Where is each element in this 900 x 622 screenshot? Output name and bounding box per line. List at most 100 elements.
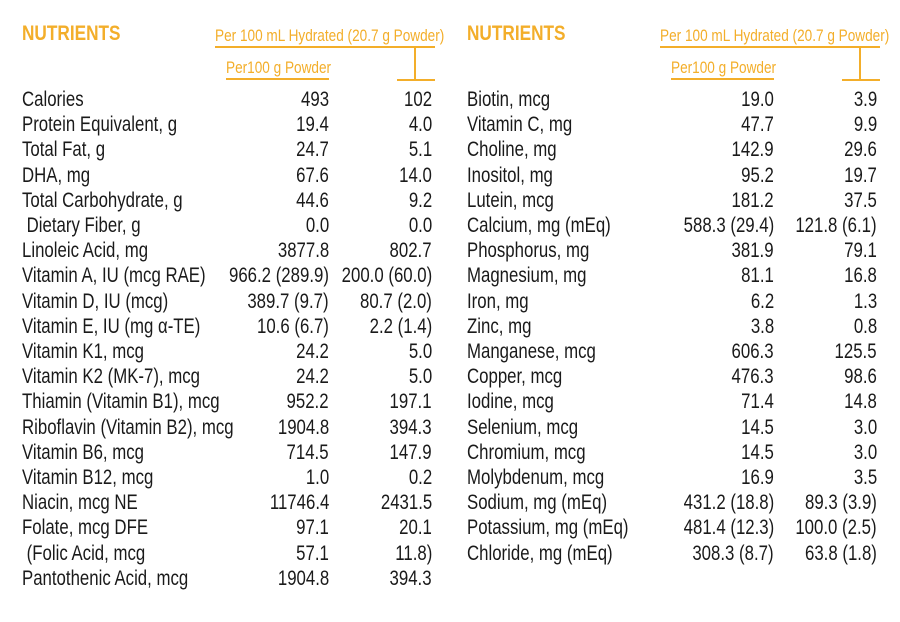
nutrient-name: Molybdenum, mcg bbox=[467, 466, 605, 489]
value-per-100g-powder: 19.0 bbox=[741, 88, 774, 111]
table-row: Molybdenum, mcg 16.9 3.5 bbox=[467, 465, 900, 490]
nutrient-name: Linoleic Acid, mg bbox=[22, 239, 149, 263]
value-per-100g-powder: 95.2 bbox=[741, 163, 774, 187]
value-per-100g-powder: 389.7 (9.7) bbox=[247, 289, 329, 313]
table-row: Vitamin D, IU (mcg) 389.7 (9.7) 80.7 (2.0) bbox=[22, 289, 462, 314]
table-row: Thiamin (Vitamin B1), mcg 952.2 197.1 bbox=[22, 389, 462, 414]
nutrient-name: Magnesium, mg bbox=[467, 264, 587, 288]
value-per-100ml-hydrated: 80.7 (2.0) bbox=[360, 289, 432, 313]
nutrient-name: Selenium, mcg bbox=[467, 415, 579, 439]
value-per-100ml-hydrated: 802.7 bbox=[389, 239, 432, 263]
value-per-100ml-hydrated: 0.2 bbox=[408, 466, 432, 489]
value-per-100ml-hydrated: 16.8 bbox=[844, 264, 877, 288]
column-header-hydrated: Per 100 mL Hydrated (20.7 g Powder) bbox=[660, 26, 889, 48]
value-per-100ml-hydrated: 14.0 bbox=[399, 163, 432, 187]
nutrient-name: Vitamin D, IU (mcg) bbox=[22, 289, 169, 313]
value-per-100g-powder: 381.9 bbox=[731, 239, 774, 263]
value-per-100g-powder: 71.4 bbox=[741, 390, 774, 414]
table-row: Linoleic Acid, mg 3877.8 802.7 bbox=[22, 238, 462, 263]
nutrient-name: Vitamin B12, mcg bbox=[22, 466, 154, 489]
value-per-100ml-hydrated: 3.5 bbox=[853, 466, 877, 489]
table-row: Lutein, mcg 181.2 37.5 bbox=[467, 188, 900, 213]
nutrient-name: Chloride, mg (mEq) bbox=[467, 541, 613, 565]
value-per-100ml-hydrated: 29.6 bbox=[844, 138, 877, 162]
table-title: NUTRIENTS bbox=[467, 22, 566, 45]
table-row: Calories 493 102 bbox=[22, 87, 462, 112]
nutrient-name: (Folic Acid, mcg bbox=[22, 541, 146, 565]
column-header-hydrated-text: Per 100 mL Hydrated (20.7 g Powder) bbox=[215, 26, 445, 45]
bracket-vertical bbox=[859, 48, 861, 80]
nutrients-table-right: NUTRIENTS Per 100 mL Hydrated (20.7 g Pow… bbox=[467, 0, 900, 622]
value-per-100ml-hydrated: 147.9 bbox=[389, 440, 432, 464]
nutrient-name: Niacin, mcg NE bbox=[22, 491, 138, 515]
table-row: Pantothenic Acid, mcg 1904.8 394.3 bbox=[22, 566, 462, 591]
value-per-100ml-hydrated: 89.3 (3.9) bbox=[805, 491, 877, 515]
bracket-horizontal bbox=[397, 79, 435, 81]
table-row: Copper, mcg 476.3 98.6 bbox=[467, 364, 900, 389]
value-per-100g-powder: 47.7 bbox=[741, 113, 774, 137]
nutrient-name: Copper, mcg bbox=[467, 365, 563, 389]
nutrient-name: Total Fat, g bbox=[22, 138, 106, 162]
column-header-powder: Per100 g Powder bbox=[226, 58, 331, 80]
value-per-100ml-hydrated: 3.0 bbox=[853, 440, 877, 464]
nutrient-name: Calories bbox=[22, 88, 84, 111]
value-per-100g-powder: 714.5 bbox=[286, 440, 329, 464]
nutrient-name: Choline, mg bbox=[467, 138, 557, 162]
nutrient-name: Phosphorus, mg bbox=[467, 239, 590, 263]
table-row: Zinc, mg 3.8 0.8 bbox=[467, 314, 900, 339]
value-per-100ml-hydrated: 200.0 (60.0) bbox=[341, 264, 432, 288]
table-row: Vitamin B12, mcg 1.0 0.2 bbox=[22, 465, 462, 490]
table-row: Iodine, mcg 71.4 14.8 bbox=[467, 389, 900, 414]
value-per-100ml-hydrated: 2.2 (1.4) bbox=[369, 314, 432, 338]
table-row: Dietary Fiber, g 0.0 0.0 bbox=[22, 213, 462, 238]
table-row: Protein Equivalent, g 19.4 4.0 bbox=[22, 112, 462, 137]
column-header-hydrated-text: Per 100 mL Hydrated (20.7 g Powder) bbox=[660, 26, 890, 45]
value-per-100ml-hydrated: 100.0 (2.5) bbox=[795, 516, 877, 540]
table-row: Niacin, mcg NE 11746.4 2431.5 bbox=[22, 490, 462, 515]
value-per-100ml-hydrated: 4.0 bbox=[408, 113, 432, 137]
value-per-100g-powder: 67.6 bbox=[296, 163, 329, 187]
value-per-100g-powder: 476.3 bbox=[731, 365, 774, 389]
value-per-100ml-hydrated: 19.7 bbox=[844, 163, 877, 187]
value-per-100ml-hydrated: 5.0 bbox=[408, 340, 432, 363]
value-per-100ml-hydrated: 102 bbox=[403, 88, 432, 111]
nutrient-name: Iron, mg bbox=[467, 289, 529, 313]
nutrient-name: Total Carbohydrate, g bbox=[22, 188, 183, 212]
value-per-100g-powder: 16.9 bbox=[741, 466, 774, 489]
value-per-100g-powder: 142.9 bbox=[731, 138, 774, 162]
column-header-powder-text: Per100 g Powder bbox=[671, 58, 777, 77]
table-row: (Folic Acid, mcg 57.1 11.8) bbox=[22, 541, 462, 566]
table-row: Chloride, mg (mEq) 308.3 (8.7) 63.8 (1.8) bbox=[467, 541, 900, 566]
value-per-100ml-hydrated: 121.8 (6.1) bbox=[795, 214, 877, 237]
nutrients-table-left: NUTRIENTS Per 100 mL Hydrated (20.7 g Pow… bbox=[22, 0, 462, 622]
table-row: Riboflavin (Vitamin B2), mcg 1904.8 394.3 bbox=[22, 415, 462, 440]
table-row: Manganese, mcg 606.3 125.5 bbox=[467, 339, 900, 364]
table-row: Vitamin C, mg 47.7 9.9 bbox=[467, 112, 900, 137]
table-row: Chromium, mcg 14.5 3.0 bbox=[467, 440, 900, 465]
value-per-100ml-hydrated: 125.5 bbox=[834, 340, 877, 363]
value-per-100ml-hydrated: 1.3 bbox=[853, 289, 877, 313]
value-per-100ml-hydrated: 197.1 bbox=[389, 390, 432, 414]
table-row: Biotin, mcg 19.0 3.9 bbox=[467, 87, 900, 112]
value-per-100ml-hydrated: 20.1 bbox=[399, 516, 432, 540]
value-per-100ml-hydrated: 0.0 bbox=[408, 214, 432, 237]
nutrient-name: DHA, mg bbox=[22, 163, 91, 187]
value-per-100ml-hydrated: 0.8 bbox=[853, 314, 877, 338]
column-header-hydrated: Per 100 mL Hydrated (20.7 g Powder) bbox=[215, 26, 444, 48]
table-title: NUTRIENTS bbox=[22, 22, 121, 45]
value-per-100ml-hydrated: 11.8) bbox=[394, 541, 432, 565]
value-per-100g-powder: 24.7 bbox=[296, 138, 329, 162]
nutrient-name: Zinc, mg bbox=[467, 314, 532, 338]
bracket-horizontal bbox=[842, 79, 880, 81]
value-per-100g-powder: 0.0 bbox=[305, 214, 329, 237]
value-per-100g-powder: 3.8 bbox=[750, 314, 774, 338]
table-row: Choline, mg 142.9 29.6 bbox=[467, 137, 900, 162]
value-per-100ml-hydrated: 2431.5 bbox=[380, 491, 432, 515]
bracket-vertical bbox=[414, 48, 416, 80]
nutrient-name: Inositol, mg bbox=[467, 163, 553, 187]
table-row: Selenium, mcg 14.5 3.0 bbox=[467, 415, 900, 440]
value-per-100ml-hydrated: 394.3 bbox=[389, 415, 432, 439]
value-per-100g-powder: 57.1 bbox=[296, 541, 329, 565]
table-row: Vitamin B6, mcg 714.5 147.9 bbox=[22, 440, 462, 465]
value-per-100ml-hydrated: 37.5 bbox=[844, 188, 877, 212]
